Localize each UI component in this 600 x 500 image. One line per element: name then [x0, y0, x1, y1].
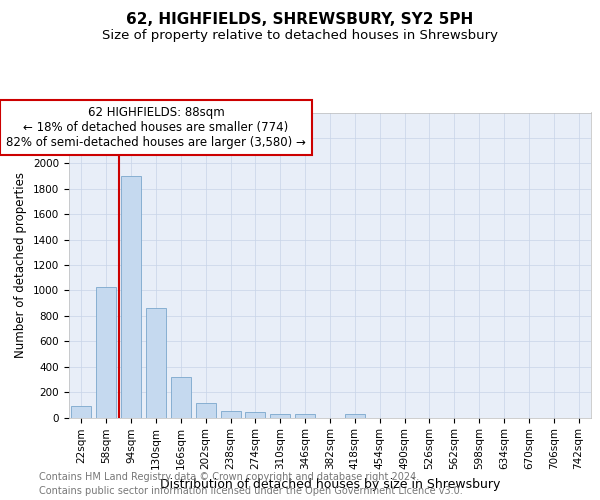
Bar [245, 412, 265, 418]
Y-axis label: Number of detached properties: Number of detached properties [14, 172, 28, 358]
Bar [97, 287, 116, 418]
Text: 62, HIGHFIELDS, SHREWSBURY, SY2 5PH: 62, HIGHFIELDS, SHREWSBURY, SY2 5PH [127, 12, 473, 28]
Bar [121, 176, 141, 418]
Bar [171, 377, 191, 418]
Text: 62 HIGHFIELDS: 88sqm
← 18% of detached houses are smaller (774)
82% of semi-deta: 62 HIGHFIELDS: 88sqm ← 18% of detached h… [6, 106, 306, 149]
Bar [71, 406, 91, 417]
Bar [345, 414, 365, 418]
Bar [271, 414, 290, 418]
Bar [196, 403, 215, 417]
Bar [146, 308, 166, 418]
Text: Contains public sector information licensed under the Open Government Licence v3: Contains public sector information licen… [39, 486, 463, 496]
Text: Size of property relative to detached houses in Shrewsbury: Size of property relative to detached ho… [102, 29, 498, 42]
Bar [221, 410, 241, 418]
Text: Contains HM Land Registry data © Crown copyright and database right 2024.: Contains HM Land Registry data © Crown c… [39, 472, 419, 482]
Bar [295, 414, 315, 418]
X-axis label: Distribution of detached houses by size in Shrewsbury: Distribution of detached houses by size … [160, 478, 500, 490]
